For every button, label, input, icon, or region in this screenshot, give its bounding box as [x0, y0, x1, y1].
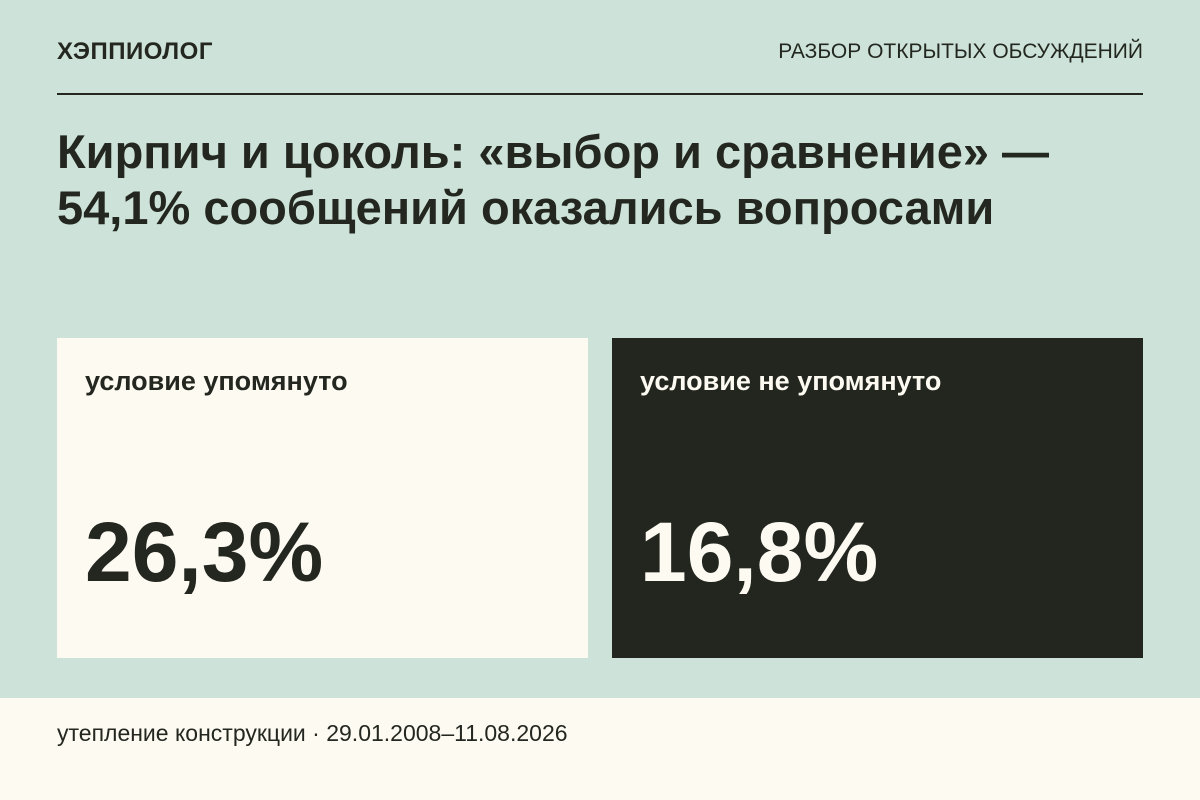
headline: Кирпич и цоколь: «выбор и сравнение» — 5… [57, 125, 1050, 234]
brand: ХЭППИОЛОГ [57, 38, 213, 65]
footer: утепление конструкции · 29.01.2008–11.08… [0, 698, 1200, 800]
stat-label: условие не упомянуто [640, 366, 942, 396]
footer-text: утепление конструкции · 29.01.2008–11.08… [57, 720, 568, 746]
stat-value: 16,8% [640, 505, 879, 599]
section-label: РАЗБОР ОТКРЫТЫХ ОБСУЖДЕНИЙ [778, 40, 1143, 63]
stat-value: 26,3% [85, 505, 324, 599]
divider [57, 93, 1143, 95]
stat-card: условие упомянуто 26,3% [57, 338, 588, 658]
stat-card: условие не упомянуто 16,8% [612, 338, 1143, 658]
stat-label: условие упомянуто [85, 366, 348, 396]
